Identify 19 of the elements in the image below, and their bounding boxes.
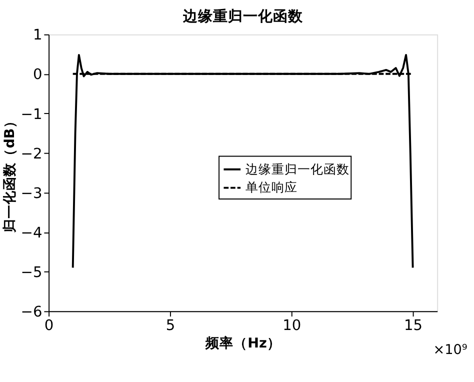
y-tick-label: 1 xyxy=(32,26,42,44)
x-tick-label: 0 xyxy=(44,317,54,334)
y-axis-title: 归一化函数（dB） xyxy=(2,114,18,234)
text: ×10⁹ xyxy=(433,342,468,358)
x-tick-label: 10 xyxy=(282,317,302,334)
y-tick-label: −4 xyxy=(20,224,42,242)
y-tick-label: −1 xyxy=(20,106,42,123)
x-tick-label: 15 xyxy=(404,317,423,334)
y-tick-label: −2 xyxy=(20,145,42,162)
y-tick-label: −6 xyxy=(20,304,42,321)
y-tick-label: −3 xyxy=(20,184,42,202)
line-series xyxy=(72,54,414,269)
legend-label: 单位响应 xyxy=(246,180,298,195)
x-axis-title: 频率（Hz） xyxy=(204,334,281,352)
chart-title: 边缘重归一化函数 xyxy=(182,8,304,25)
y-tick-label: −5 xyxy=(20,264,42,281)
y-tick-label: 0 xyxy=(32,66,42,84)
legend-label: 边缘重归一化函数 xyxy=(246,161,350,176)
x-tick-label: 5 xyxy=(166,317,176,334)
